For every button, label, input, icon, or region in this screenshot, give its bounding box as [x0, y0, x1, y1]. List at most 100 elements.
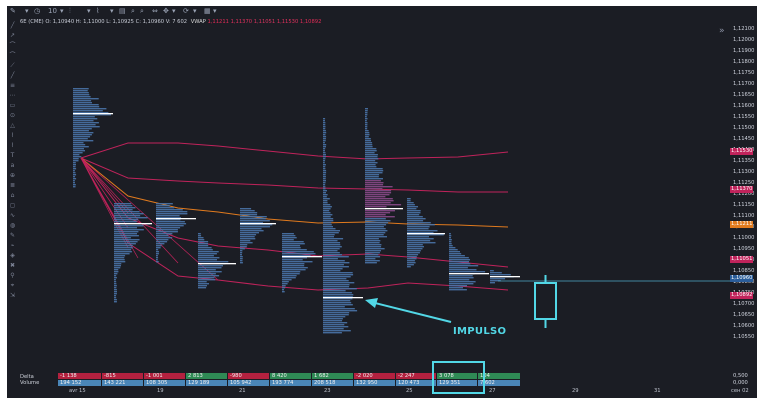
- toolbar-button-15[interactable]: ⟳: [183, 7, 189, 15]
- toolbar-button-9[interactable]: ▤: [119, 7, 126, 15]
- trading-app: ✎ ▾ ◷ 10 ▾ ⫶ ▾ ⌇ ▾ ▤ ⌕ ⌕ ⇔ ✥ ▾ ⟳ ▾ ▦ ▾ 6E (CME) O: 1,10940…: [7, 6, 757, 398]
- time-axis-label: 29: [572, 388, 579, 394]
- toolbar-button-3[interactable]: 10: [48, 7, 57, 15]
- price-axis-label: 1,11750: [733, 70, 755, 76]
- price-axis-label: 1,11100: [733, 213, 755, 219]
- delta-cell: -2 247: [396, 373, 436, 379]
- drawing-tool-icon-11[interactable]: ⌇: [11, 132, 14, 139]
- toolbar-button-14[interactable]: ▾: [172, 7, 176, 15]
- drawing-tool-icon-3[interactable]: ⌒: [9, 52, 16, 59]
- volume-cell: 120 473: [396, 380, 436, 386]
- time-axis-label: avr 15: [69, 388, 86, 394]
- fan-line-2: [80, 157, 179, 264]
- volume-profile-session-4: [240, 208, 276, 264]
- price-axis-label: 1,11450: [733, 136, 755, 142]
- drawing-tool-icon-12[interactable]: ⌇: [11, 142, 14, 149]
- toolbar-button-0[interactable]: ✎: [10, 7, 16, 15]
- drawing-tool-icon-6[interactable]: ≡: [9, 82, 16, 89]
- time-axis-label: 19: [157, 388, 164, 394]
- volume-cell: 143 221: [102, 380, 143, 386]
- drawing-tool-icon-2[interactable]: ⌒: [9, 42, 16, 49]
- toolbar-button-7[interactable]: ⌇: [96, 7, 100, 15]
- toolbar-button-1[interactable]: ▾: [25, 7, 29, 15]
- oscillator-axis-label: 0,000: [733, 380, 748, 386]
- drawing-tool-icon-21[interactable]: ✎: [9, 232, 16, 239]
- fan-line-3: [80, 157, 219, 281]
- drawing-tool-icon-16[interactable]: ≣: [9, 182, 16, 189]
- delta-cell: 2 813: [186, 373, 227, 379]
- volume-cell: 108 305: [144, 380, 185, 386]
- toolbar-button-4[interactable]: ▾: [60, 7, 64, 15]
- price-axis-label: 1,10550: [733, 334, 755, 340]
- price-axis-label: 1,11600: [733, 103, 755, 109]
- drawing-tool-icon-20[interactable]: ◍: [9, 222, 16, 229]
- annotation-arrow: [370, 301, 452, 323]
- volume-profile-session-10: [490, 270, 520, 284]
- drawing-tool-icon-1[interactable]: ↗: [9, 32, 16, 39]
- volume-profile-session-2: [156, 203, 196, 263]
- price-axis-label: 1,12000: [733, 37, 755, 43]
- drawing-tool-icon-24[interactable]: ✖: [9, 262, 16, 269]
- session-fan-lines: [80, 157, 219, 281]
- vwap-upper-band-1: [80, 157, 508, 193]
- drawing-tool-icon-17[interactable]: ⌂: [10, 192, 15, 199]
- drawing-tool-icon-7[interactable]: ⋯: [9, 92, 16, 99]
- price-axis-label: 1,11250: [733, 180, 755, 186]
- drawing-tool-icon-23[interactable]: ◈: [10, 252, 15, 259]
- drawing-tool-icon-15[interactable]: ⊕: [9, 172, 16, 179]
- scroll-right-icon[interactable]: »: [719, 26, 725, 36]
- annotation-candle-body: [534, 282, 557, 320]
- delta-row-label: Delta: [20, 374, 34, 380]
- price-axis-label: 1,11150: [733, 202, 755, 208]
- drawing-tool-icon-25[interactable]: ⚲: [10, 272, 15, 279]
- volume-cell: 129 189: [186, 380, 227, 386]
- price-axis-label: 1,11200: [733, 191, 755, 197]
- toolbar-button-18[interactable]: ▾: [213, 7, 217, 15]
- price-axis-label: 1,11000: [733, 235, 755, 241]
- toolbar-button-16[interactable]: ▾: [193, 7, 197, 15]
- drawing-tool-icon-18[interactable]: ◻: [10, 202, 15, 209]
- volume-cell: 194 152: [58, 380, 101, 386]
- time-axis-label: 27: [489, 388, 496, 394]
- symbol-info: 6E (CME) O: 1,10940 H: 1,11000 L: 1,1092…: [20, 19, 321, 25]
- delta-cell: -2 020: [354, 373, 395, 379]
- toolbar-button-17[interactable]: ▦: [204, 7, 211, 15]
- drawing-tool-icon-26[interactable]: ⌖: [10, 282, 15, 289]
- price-axis-label: 1,11900: [733, 48, 755, 54]
- volume-profile-session-9: [449, 233, 489, 291]
- volume-profile-session-0: [73, 88, 113, 188]
- volume-cell: 132 950: [354, 380, 395, 386]
- price-axis-label: 1,10950: [733, 246, 755, 252]
- toolbar-button-12[interactable]: ⇔: [152, 7, 158, 15]
- fan-line-0: [80, 157, 129, 214]
- toolbar-button-11[interactable]: ⌕: [140, 7, 144, 15]
- toolbar-button-10[interactable]: ⌕: [131, 7, 135, 15]
- toolbar-button-6[interactable]: ▾: [87, 7, 91, 15]
- drawing-tool-icon-22[interactable]: ⌁: [10, 242, 15, 249]
- volume-profile-session-5: [282, 233, 322, 293]
- price-axis-label: 1,10650: [733, 312, 755, 318]
- volume-row-label: Volume: [20, 380, 40, 386]
- toolbar-button-5[interactable]: ⫶: [69, 7, 71, 15]
- vwap-value-1: 1,11211: [207, 19, 229, 25]
- delta-cell: 1 682: [312, 373, 353, 379]
- toolbar-button-13[interactable]: ✥: [163, 7, 169, 15]
- drawing-tool-icon-5[interactable]: ╱: [10, 72, 15, 79]
- vwap-lower-band-2: [80, 157, 509, 291]
- drawing-tool-icon-9[interactable]: ⊙: [9, 112, 16, 119]
- drawing-tool-icon-27[interactable]: ⇲: [9, 292, 16, 299]
- toolbar-button-8[interactable]: ▾: [110, 7, 114, 15]
- drawing-tool-icon-10[interactable]: △: [10, 122, 15, 129]
- toolbar-button-2[interactable]: ◷: [34, 7, 41, 15]
- price-axis[interactable]: 1,12100 1,12000 1,11900 1,11800 1,11750 1,117…: [730, 18, 757, 388]
- drawing-tool-icon-14[interactable]: a: [10, 162, 15, 169]
- drawing-tool-icon-19[interactable]: ∿: [9, 212, 16, 219]
- drawing-tool-icon-13[interactable]: T: [10, 152, 15, 159]
- drawing-tool-icon-0[interactable]: ╱: [10, 22, 15, 29]
- drawing-tool-icon-8[interactable]: ▭: [9, 102, 16, 109]
- delta-cell: -815: [102, 373, 143, 379]
- volume-profile-session-3: [198, 233, 236, 289]
- drawing-tool-icon-4[interactable]: ⟋: [10, 62, 15, 69]
- price-axis-label: 1,11800: [733, 59, 755, 65]
- price-axis-label: 1,11300: [733, 169, 755, 175]
